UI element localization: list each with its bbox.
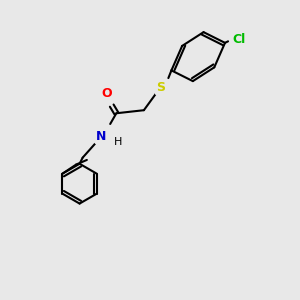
- Text: N: N: [96, 130, 106, 143]
- Text: H: H: [114, 137, 122, 147]
- Text: O: O: [102, 87, 112, 100]
- Text: S: S: [156, 81, 165, 94]
- Text: Cl: Cl: [232, 33, 245, 46]
